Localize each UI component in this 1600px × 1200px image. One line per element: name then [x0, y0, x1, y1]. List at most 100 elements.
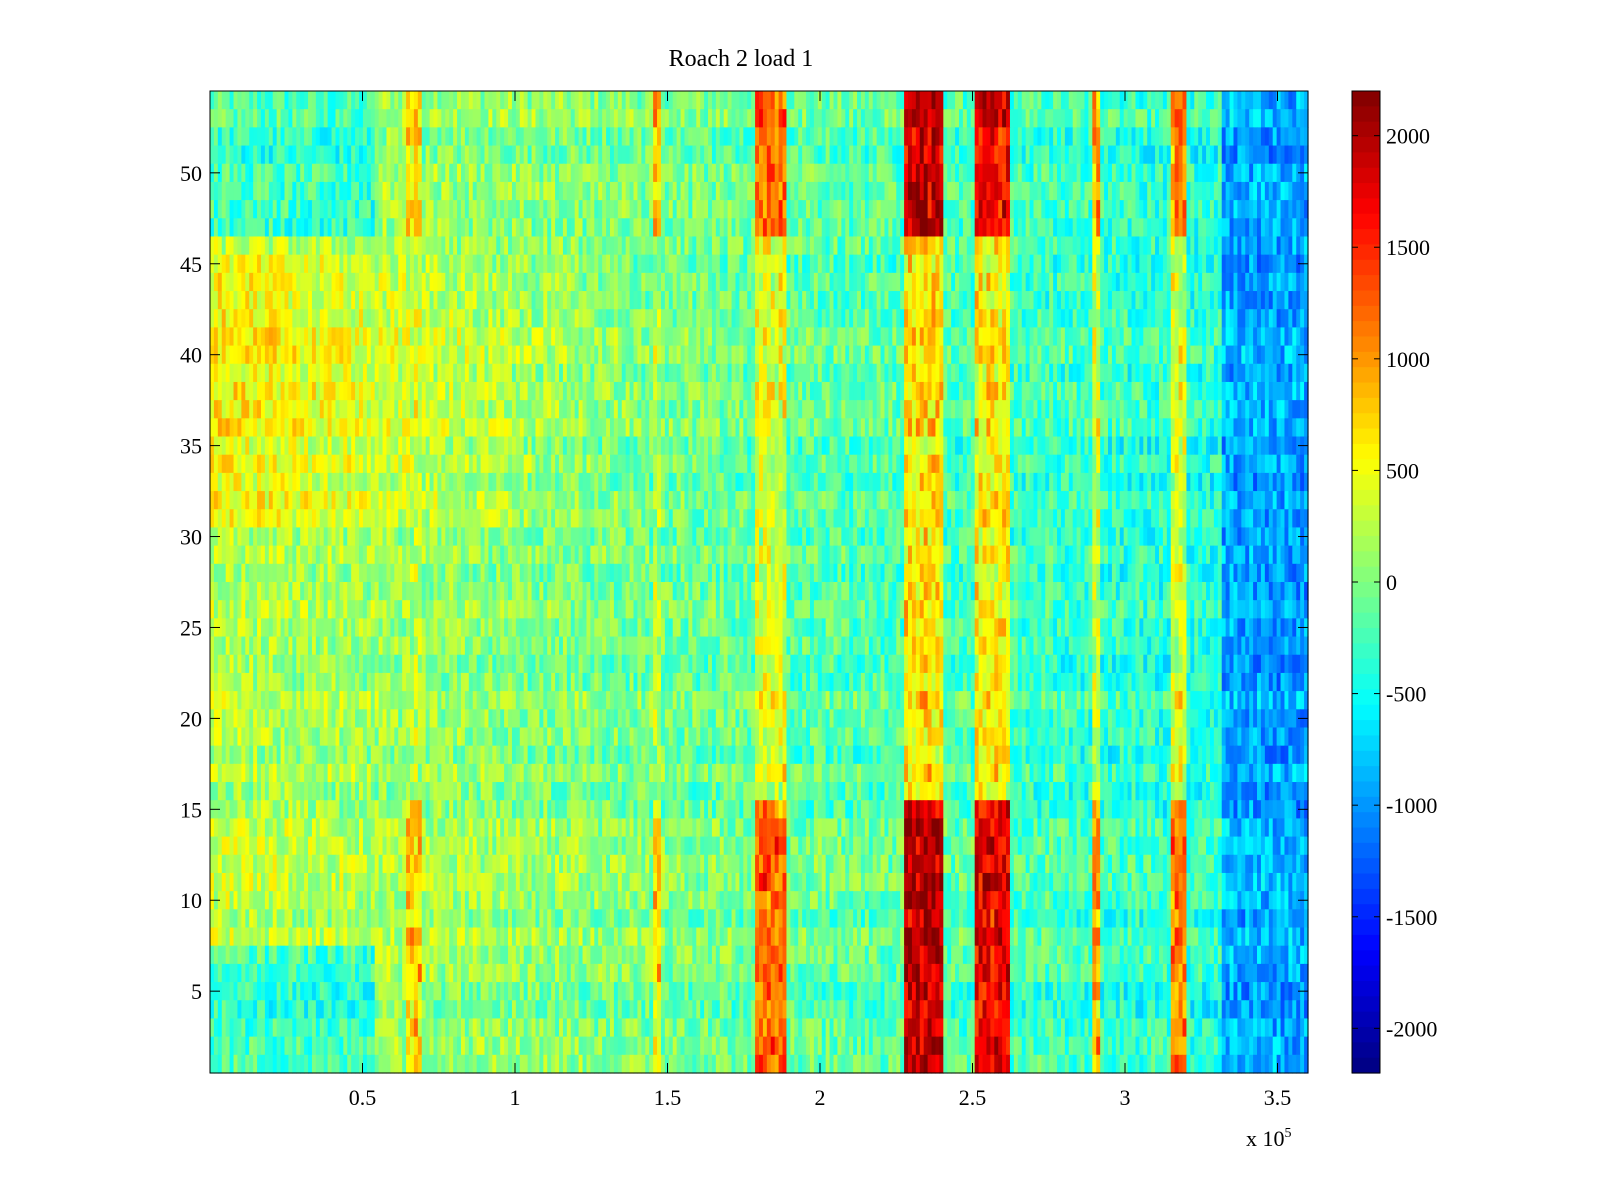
- heatmap-cell: [1280, 218, 1286, 238]
- heatmap-cell: [343, 363, 348, 383]
- heatmap-cell: [362, 91, 368, 110]
- heatmap-cell: [747, 272, 752, 292]
- heatmap-cell: [1158, 254, 1164, 274]
- heatmap-cell: [359, 163, 364, 183]
- heatmap-cell: [633, 327, 639, 347]
- heatmap-cell: [1009, 345, 1015, 365]
- heatmap-cell: [339, 200, 344, 219]
- heatmap-cell: [621, 309, 627, 329]
- heatmap-cell: [782, 91, 788, 110]
- heatmap-cell: [1155, 345, 1160, 365]
- heatmap-cell: [437, 181, 442, 201]
- heatmap-cell: [602, 91, 607, 110]
- heatmap-cell: [366, 91, 372, 110]
- heatmap-cell: [1139, 218, 1144, 238]
- heatmap-cell: [574, 345, 580, 365]
- heatmap-cell: [919, 272, 925, 292]
- heatmap-cell: [857, 236, 862, 256]
- heatmap-cell: [1284, 327, 1289, 347]
- heatmap-cell: [974, 91, 980, 110]
- heatmap-cell: [488, 145, 493, 165]
- heatmap-cell: [374, 91, 380, 110]
- heatmap-cell: [864, 400, 870, 419]
- heatmap-cell: [1272, 163, 1278, 183]
- heatmap-cell: [594, 145, 599, 165]
- heatmap-cell: [570, 181, 576, 201]
- heatmap-cell: [472, 381, 478, 401]
- heatmap-cell: [1123, 91, 1129, 110]
- heatmap-cell: [1119, 163, 1125, 183]
- heatmap-cell: [417, 400, 423, 419]
- heatmap-cell: [680, 327, 686, 347]
- heatmap-cell: [539, 309, 544, 329]
- heatmap-cell: [213, 91, 219, 110]
- heatmap-cell: [359, 145, 364, 165]
- heatmap-cell: [429, 127, 435, 147]
- heatmap-cell: [1053, 309, 1058, 329]
- heatmap-cell: [857, 200, 862, 219]
- heatmap-cell: [245, 400, 250, 419]
- heatmap-cell: [1002, 218, 1007, 238]
- heatmap-cell: [857, 327, 862, 347]
- heatmap-cell: [1296, 91, 1301, 110]
- heatmap-cell: [990, 200, 995, 219]
- heatmap-cell: [825, 236, 831, 256]
- heatmap-cell: [939, 291, 944, 310]
- heatmap-cell: [598, 218, 603, 238]
- heatmap-cell: [460, 272, 466, 292]
- heatmap-cell: [355, 127, 360, 147]
- heatmap-cell: [786, 181, 791, 201]
- heatmap-cell: [1108, 181, 1113, 201]
- heatmap-cell: [335, 163, 341, 183]
- heatmap-cell: [727, 345, 733, 365]
- heatmap-cell: [1249, 291, 1254, 310]
- heatmap-cell: [315, 291, 321, 310]
- heatmap-cell: [284, 327, 290, 347]
- heatmap-cell: [1057, 272, 1062, 292]
- heatmap-cell: [892, 181, 897, 201]
- heatmap-cell: [570, 254, 576, 274]
- heatmap-cell: [1186, 163, 1191, 183]
- heatmap-cell: [790, 400, 795, 419]
- heatmap-cell: [633, 181, 639, 201]
- heatmap-cell: [590, 345, 595, 365]
- heatmap-cell: [433, 127, 439, 147]
- heatmap-cell: [417, 272, 423, 292]
- heatmap-cell: [249, 309, 254, 329]
- heatmap-cell: [241, 163, 246, 183]
- heatmap-cell: [221, 400, 227, 419]
- heatmap-cell: [433, 163, 439, 183]
- heatmap-cell: [233, 109, 239, 128]
- heatmap-cell: [974, 400, 980, 419]
- heatmap-cell: [225, 163, 231, 183]
- heatmap-cell: [864, 109, 870, 128]
- heatmap-cell: [449, 291, 454, 310]
- heatmap-cell: [841, 327, 846, 347]
- heatmap-cell: [268, 145, 274, 165]
- heatmap-cell: [1076, 200, 1082, 219]
- heatmap-cell: [966, 145, 972, 165]
- heatmap-cell: [249, 200, 254, 219]
- heatmap-cell: [837, 236, 842, 256]
- heatmap-cell: [849, 272, 854, 292]
- heatmap-cell: [602, 291, 607, 310]
- heatmap-cell: [621, 327, 627, 347]
- heatmap-cell: [500, 91, 505, 110]
- heatmap-cell: [1296, 291, 1301, 310]
- heatmap-cell: [339, 291, 344, 310]
- heatmap-cell: [974, 236, 980, 256]
- heatmap-cell: [257, 272, 262, 292]
- heatmap-cell: [1276, 91, 1282, 110]
- heatmap-cell: [488, 291, 493, 310]
- heatmap-cell: [1241, 291, 1246, 310]
- heatmap-cell: [566, 327, 572, 347]
- heatmap-cell: [445, 400, 450, 419]
- heatmap-cell: [641, 145, 646, 165]
- heatmap-cell: [433, 291, 439, 310]
- heatmap-cell: [519, 91, 525, 110]
- heatmap-cell: [809, 127, 815, 147]
- heatmap-cell: [453, 400, 458, 419]
- heatmap-cell: [809, 327, 815, 347]
- heatmap-cell: [1013, 200, 1019, 219]
- heatmap-cell: [723, 127, 729, 147]
